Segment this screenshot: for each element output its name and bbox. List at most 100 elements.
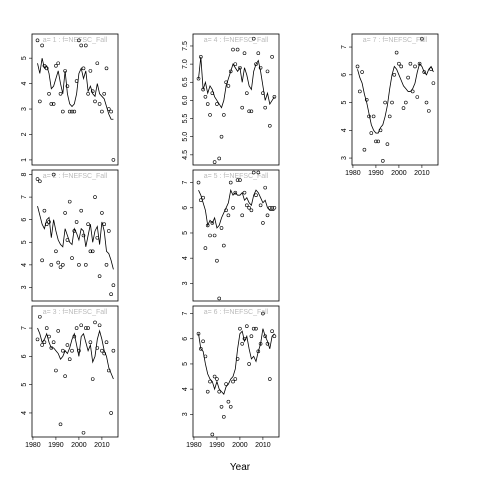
data-point [100,109,104,114]
data-point [104,263,109,267]
data-point [196,331,201,336]
fit-line [198,328,275,395]
data-point [261,91,265,95]
data-point [109,411,113,415]
data-point [111,348,116,353]
fit-line [37,327,114,380]
data-point [58,265,63,269]
data-point [258,203,263,208]
y-tick-label: 7.0 [182,59,189,69]
data-point [392,72,397,77]
data-point [65,84,70,88]
x-tick-label: 1990 [209,442,225,449]
data-point [265,69,270,74]
data-point [231,47,235,52]
data-point [210,432,215,437]
data-point [369,131,374,135]
data-point [38,99,42,104]
y-tick-label: 7 [21,326,28,330]
panel-title: a= 5 : f=NEFSC_Fall [204,173,269,180]
fit-line [198,56,275,109]
data-point [44,222,49,227]
data-point [251,170,256,175]
data-point [226,399,231,404]
data-point [265,213,270,218]
data-point [79,43,84,48]
y-tick-label: 4 [21,82,28,86]
y-tick-label: 5 [21,56,28,60]
data-point [245,91,249,95]
x-tick-label: 2000 [71,442,87,449]
y-tick-label: 5 [341,101,348,105]
data-point [235,357,240,361]
data-point [88,249,93,254]
y-tick-label: 6 [341,73,348,77]
data-point [374,139,378,144]
panel-frame [351,33,439,166]
data-point [247,362,251,366]
y-tick-label: 7 [182,181,189,185]
data-point [72,229,77,233]
data-point [56,61,61,66]
data-point [47,91,51,96]
data-point [224,80,228,85]
data-point [217,389,222,394]
data-point [88,69,93,73]
data-point [242,190,247,195]
data-point [199,198,203,203]
data-point [238,178,242,182]
data-point [215,377,219,381]
data-point [97,102,102,106]
y-tick-label: 5 [21,240,28,244]
data-point [228,404,233,409]
data-point [371,114,376,119]
y-tick-label: 4.5 [182,150,189,160]
x-tick-label: 2010 [414,170,430,177]
data-point [51,172,56,177]
data-point [258,341,263,346]
y-tick-label: 4 [341,128,348,132]
data-point [58,422,63,427]
data-point [247,109,251,114]
data-point [38,314,42,319]
data-point [233,377,238,381]
data-point [67,357,72,361]
data-point [54,368,58,373]
y-tick-label: 6.5 [182,77,189,87]
data-point [196,180,201,185]
panel-frame [31,33,119,166]
y-tick-label: 3 [182,281,189,285]
data-point [233,190,238,195]
panel-frame [192,169,280,302]
y-tick-label: 3 [341,156,348,160]
data-point [358,89,362,94]
data-point [228,180,233,185]
data-point [90,249,95,254]
data-point [88,340,93,345]
data-point [394,50,399,55]
data-point [86,91,90,96]
data-point [93,320,97,325]
y-tick-label: 2 [21,132,28,136]
data-point [100,348,104,353]
data-point [406,75,410,80]
data-point [235,47,240,52]
data-point [208,113,212,117]
data-point [72,334,77,339]
data-point [240,105,245,110]
data-point [238,326,242,331]
data-point [35,177,40,181]
data-point [51,340,56,345]
data-point [222,243,226,248]
data-point [56,329,61,333]
data-point [95,61,100,66]
panel-title: a= 1 : f=NEFSC_Fall [43,37,108,44]
data-point [102,351,107,356]
data-point [235,178,240,182]
data-point [35,337,40,342]
data-point [217,296,222,301]
data-point [222,415,226,419]
data-point [72,109,77,114]
data-point [86,326,90,330]
data-point [40,43,44,48]
